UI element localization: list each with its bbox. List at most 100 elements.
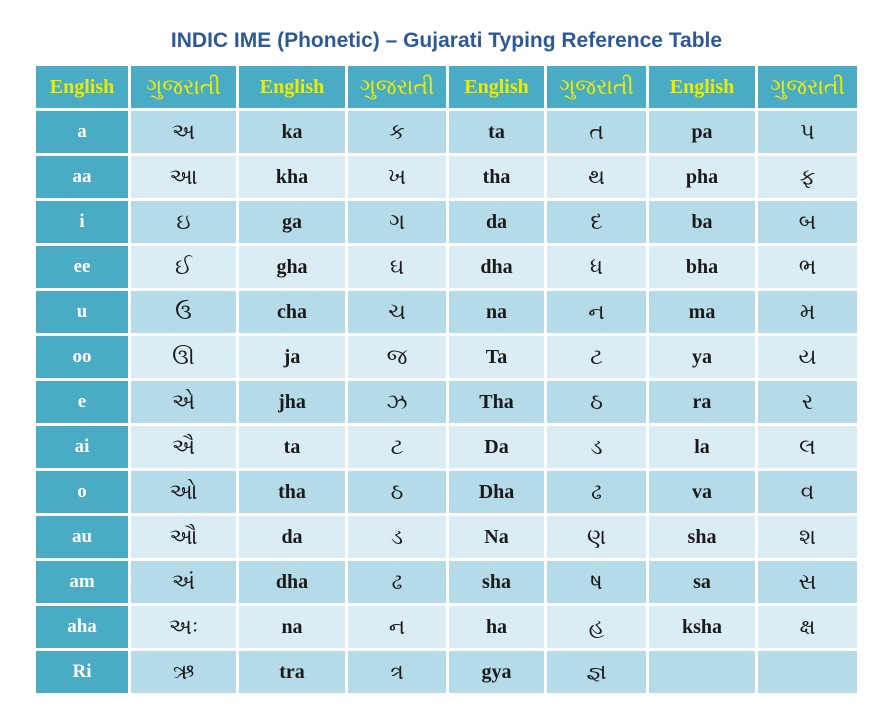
gujarati-cell: ગ [348, 201, 446, 243]
english-cell: tha [449, 156, 544, 198]
gujarati-cell: સ [758, 561, 857, 603]
gujarati-cell: અઃ [131, 606, 236, 648]
gujarati-cell: ક્ષ [758, 606, 857, 648]
english-key-cell: aha [36, 606, 128, 648]
english-cell: ma [649, 291, 755, 333]
english-cell: ta [449, 111, 544, 153]
english-cell [649, 651, 755, 693]
gujarati-cell: ચ [348, 291, 446, 333]
english-cell: tra [239, 651, 345, 693]
gujarati-cell: દ [547, 201, 646, 243]
gujarati-cell: એ [131, 381, 236, 423]
english-cell: Ta [449, 336, 544, 378]
gujarati-cell: ક [348, 111, 446, 153]
gujarati-cell: ખ [348, 156, 446, 198]
gujarati-cell: લ [758, 426, 857, 468]
table-row: Ri ઋ tra ત્ર gya જ્ઞ [36, 651, 857, 693]
english-cell: Na [449, 516, 544, 558]
gujarati-cell: ન [348, 606, 446, 648]
table-row: aha અઃ na ન ha હ ksha ક્ષ [36, 606, 857, 648]
header-cell-english: English [449, 66, 544, 108]
english-key-cell: o [36, 471, 128, 513]
header-cell-english: English [239, 66, 345, 108]
header-cell-english: English [36, 66, 128, 108]
gujarati-cell: હ [547, 606, 646, 648]
gujarati-cell: ભ [758, 246, 857, 288]
gujarati-cell: ન [547, 291, 646, 333]
table-row: am અં dha ઢ sha ષ sa સ [36, 561, 857, 603]
gujarati-cell: ફ [758, 156, 857, 198]
table-row: i ઇ ga ગ da દ ba બ [36, 201, 857, 243]
gujarati-cell: ઔ [131, 516, 236, 558]
gujarati-cell: ઝ [348, 381, 446, 423]
english-cell: va [649, 471, 755, 513]
english-cell: ra [649, 381, 755, 423]
english-cell: sha [449, 561, 544, 603]
gujarati-cell: ઐ [131, 426, 236, 468]
gujarati-cell: ત્ર [348, 651, 446, 693]
gujarati-cell: ત [547, 111, 646, 153]
gujarati-cell: ઈ [131, 246, 236, 288]
english-cell: jha [239, 381, 345, 423]
gujarati-cell: પ [758, 111, 857, 153]
table-row: ee ઈ gha ઘ dha ધ bha ભ [36, 246, 857, 288]
gujarati-cell [758, 651, 857, 693]
gujarati-cell: અ [131, 111, 236, 153]
english-cell: pha [649, 156, 755, 198]
gujarati-cell: થ [547, 156, 646, 198]
english-cell: ga [239, 201, 345, 243]
gujarati-cell: ય [758, 336, 857, 378]
header-cell-gujarati: ગુજરાતી [348, 66, 446, 108]
english-cell: ba [649, 201, 755, 243]
table-row: ai ઐ ta ટ Da ડ la લ [36, 426, 857, 468]
english-cell: da [449, 201, 544, 243]
gujarati-cell: ઢ [547, 471, 646, 513]
gujarati-cell: ઢ [348, 561, 446, 603]
table-header-row: English ગુજરાતી English ગુજરાતી English ગુજરા… [36, 66, 857, 108]
english-key-cell: am [36, 561, 128, 603]
english-cell: kha [239, 156, 345, 198]
gujarati-cell: જ [348, 336, 446, 378]
english-cell: na [239, 606, 345, 648]
english-cell: dha [239, 561, 345, 603]
english-key-cell: u [36, 291, 128, 333]
english-cell: ta [239, 426, 345, 468]
table-row: au ઔ da ડ Na ણ sha શ [36, 516, 857, 558]
english-key-cell: oo [36, 336, 128, 378]
english-cell: da [239, 516, 345, 558]
gujarati-cell: ટ [547, 336, 646, 378]
gujarati-cell: ઋ [131, 651, 236, 693]
reference-table: English ગુજરાતી English ગુજરાતી English ગુજરા… [33, 63, 860, 696]
english-cell: Da [449, 426, 544, 468]
table-head: English ગુજરાતી English ગુજરાતી English ગુજરા… [36, 66, 857, 108]
english-cell: ksha [649, 606, 755, 648]
gujarati-cell: બ [758, 201, 857, 243]
gujarati-cell: ઠ [348, 471, 446, 513]
english-cell: ya [649, 336, 755, 378]
gujarati-cell: ઘ [348, 246, 446, 288]
gujarati-cell: મ [758, 291, 857, 333]
english-key-cell: i [36, 201, 128, 243]
english-cell: bha [649, 246, 755, 288]
gujarati-cell: શ [758, 516, 857, 558]
gujarati-cell: ઇ [131, 201, 236, 243]
english-key-cell: au [36, 516, 128, 558]
gujarati-cell: જ્ઞ [547, 651, 646, 693]
english-key-cell: aa [36, 156, 128, 198]
gujarati-cell: ડ [348, 516, 446, 558]
english-cell: gha [239, 246, 345, 288]
gujarati-cell: ધ [547, 246, 646, 288]
table-row: u ઉ cha ચ na ન ma મ [36, 291, 857, 333]
english-cell: dha [449, 246, 544, 288]
table-row: a અ ka ક ta ત pa પ [36, 111, 857, 153]
english-cell: pa [649, 111, 755, 153]
english-cell: cha [239, 291, 345, 333]
gujarati-cell: ણ [547, 516, 646, 558]
english-key-cell: ai [36, 426, 128, 468]
english-cell: ka [239, 111, 345, 153]
english-key-cell: Ri [36, 651, 128, 693]
english-cell: tha [239, 471, 345, 513]
gujarati-cell: ઉ [131, 291, 236, 333]
english-cell: ha [449, 606, 544, 648]
